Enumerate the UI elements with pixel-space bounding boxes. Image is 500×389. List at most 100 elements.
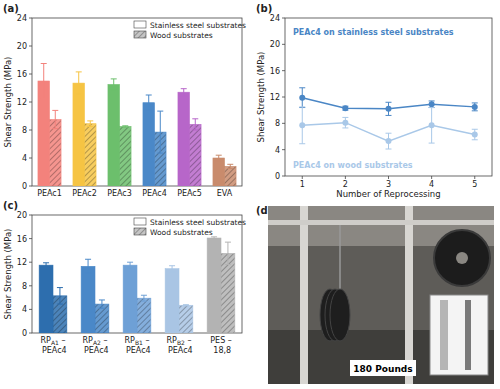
error-bar: [429, 101, 435, 108]
label-part: RP: [167, 336, 178, 345]
error-cap: [99, 308, 105, 309]
error-stem: [101, 300, 102, 308]
bar: [137, 298, 151, 333]
error-bar: [57, 288, 63, 305]
y-tick: [29, 309, 32, 310]
inset: [430, 295, 488, 375]
error-bar: [299, 107, 305, 144]
weight-plate: [434, 230, 490, 286]
error-bar: [299, 88, 305, 108]
error-cap: [299, 106, 305, 107]
error-cap: [386, 102, 392, 103]
y-tick: [282, 44, 285, 45]
error-cap: [146, 110, 152, 111]
error-cap: [192, 118, 198, 119]
error-cap: [157, 111, 163, 112]
error-cap: [169, 271, 175, 272]
error-cap: [141, 295, 147, 296]
y-tick: [29, 102, 32, 103]
y-tick: [29, 186, 32, 187]
error-cap: [57, 304, 63, 305]
y-tick: [29, 333, 32, 334]
x-tick-label: RPA1 – PEAc4: [39, 336, 66, 355]
label-part: –: [59, 336, 66, 345]
error-cap: [386, 133, 392, 134]
error-stem: [230, 164, 231, 168]
error-bar: [181, 89, 187, 96]
error-cap: [472, 129, 478, 130]
error-cap: [299, 143, 305, 144]
error-bar: [52, 110, 58, 128]
error-cap: [429, 107, 435, 108]
point: [386, 106, 392, 112]
error-cap: [52, 128, 58, 129]
x-tick-label: 5: [472, 180, 477, 189]
x-tick-label: 4: [429, 180, 434, 189]
error-stem: [78, 72, 79, 94]
y-tick: [282, 176, 285, 177]
legend-label: Stainless steel substrates: [150, 218, 246, 227]
point: [299, 95, 305, 101]
label-line: PEAc2: [72, 189, 97, 198]
x-tick-label: PEAc4: [142, 189, 167, 198]
rack: [300, 206, 308, 384]
error-cap: [43, 262, 49, 263]
label-line: EVA: [217, 189, 233, 198]
label-line: PEAc3: [107, 189, 132, 198]
rack-bar: [268, 220, 494, 225]
plot-marks: [299, 88, 478, 149]
x-tick: [388, 176, 389, 179]
error-stem: [88, 259, 89, 273]
x-tick: [345, 176, 346, 179]
error-cap: [122, 127, 128, 128]
error-stem: [113, 79, 114, 90]
error-cap: [225, 242, 231, 243]
error-bar: [386, 133, 392, 149]
label-sub: A1: [51, 339, 59, 346]
y-tick-label: 16: [270, 67, 280, 76]
error-bar: [85, 259, 91, 273]
error-bar: [99, 300, 105, 308]
y-tick: [29, 262, 32, 263]
error-cap: [127, 268, 133, 269]
error-cap: [76, 71, 82, 72]
x-axis-label: Number of Reprocessing: [336, 189, 440, 199]
error-bar: [216, 155, 222, 161]
x-tick: [302, 176, 303, 179]
error-cap: [146, 95, 152, 96]
x-tick: [431, 176, 432, 179]
y-tick: [282, 18, 285, 19]
error-cap: [87, 120, 93, 121]
y-tick-label: 8: [22, 126, 27, 135]
error-stem: [195, 119, 196, 130]
error-cap: [41, 63, 47, 64]
error-cap: [41, 98, 47, 99]
y-tick-label: 20: [17, 211, 27, 220]
error-bar: [211, 237, 217, 239]
error-cap: [85, 273, 91, 274]
error-stem: [218, 155, 219, 161]
panel-label: (a): [3, 3, 19, 14]
y-tick-label: 24: [17, 14, 27, 23]
legend-label: Stainless steel substrates: [150, 21, 246, 30]
error-bar: [342, 117, 348, 128]
error-cap: [472, 110, 478, 111]
label-line: PEAc4: [81, 346, 108, 355]
x-tick-label: 1: [300, 180, 305, 189]
y-tick-label: 4: [275, 146, 280, 155]
label-part: RP: [41, 336, 52, 345]
frame: [32, 18, 242, 186]
legend-label: Wood substrates: [150, 31, 213, 40]
bar: [143, 103, 155, 186]
y-tick-label: 4: [22, 305, 27, 314]
error-bar: [111, 79, 117, 90]
panel-label: (b): [256, 3, 272, 14]
bar: [108, 85, 120, 187]
error-bar: [472, 129, 478, 140]
error-stem: [90, 121, 91, 127]
error-bar: [386, 102, 392, 115]
error-cap: [141, 301, 147, 302]
y-tick: [282, 97, 285, 98]
error-stem: [130, 262, 131, 268]
x-tick: [474, 176, 475, 179]
